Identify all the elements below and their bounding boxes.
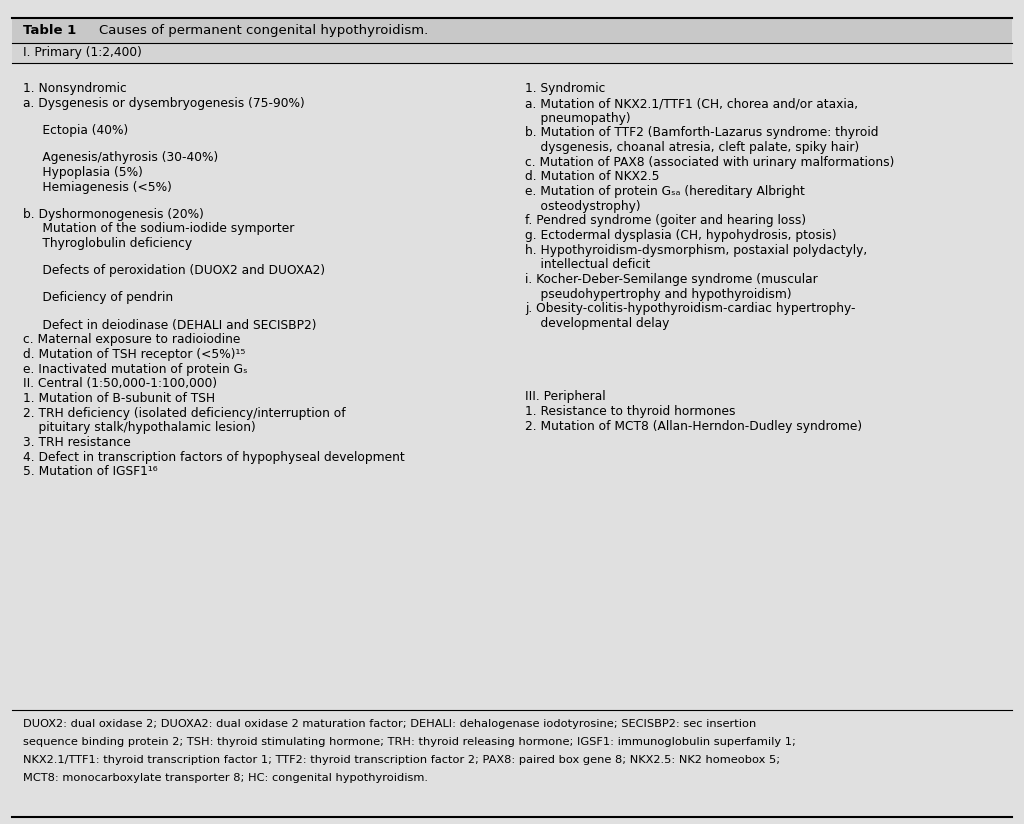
- Text: Thyroglobulin deficiency: Thyroglobulin deficiency: [23, 237, 191, 250]
- Text: 3. TRH resistance: 3. TRH resistance: [23, 436, 130, 449]
- Text: dysgenesis, choanal atresia, cleft palate, spiky hair): dysgenesis, choanal atresia, cleft palat…: [525, 141, 859, 154]
- FancyBboxPatch shape: [12, 43, 1012, 63]
- Text: e. Inactivated mutation of protein Gₛ: e. Inactivated mutation of protein Gₛ: [23, 363, 247, 376]
- Text: h. Hypothyroidism-dysmorphism, postaxial polydactyly,: h. Hypothyroidism-dysmorphism, postaxial…: [525, 244, 867, 257]
- Text: NKX2.1/TTF1: thyroid transcription factor 1; TTF2: thyroid transcription factor : NKX2.1/TTF1: thyroid transcription facto…: [23, 755, 779, 765]
- Text: b. Dyshormonogenesis (20%): b. Dyshormonogenesis (20%): [23, 208, 204, 221]
- Text: Agenesis/athyrosis (30-40%): Agenesis/athyrosis (30-40%): [23, 152, 218, 164]
- Text: 2. TRH deficiency (isolated deficiency/interruption of: 2. TRH deficiency (isolated deficiency/i…: [23, 406, 345, 419]
- Text: f. Pendred syndrome (goiter and hearing loss): f. Pendred syndrome (goiter and hearing …: [525, 214, 807, 227]
- Text: II. Central (1:50,000-1:100,000): II. Central (1:50,000-1:100,000): [23, 377, 217, 391]
- Text: Table 1: Table 1: [23, 24, 76, 37]
- Text: c. Mutation of PAX8 (associated with urinary malformations): c. Mutation of PAX8 (associated with uri…: [525, 156, 895, 169]
- Text: osteodystrophy): osteodystrophy): [525, 199, 641, 213]
- Text: 5. Mutation of IGSF1¹⁶: 5. Mutation of IGSF1¹⁶: [23, 466, 157, 478]
- Text: developmental delay: developmental delay: [525, 317, 670, 330]
- Text: Defect in deiodinase (DEHALI and SECISBP2): Defect in deiodinase (DEHALI and SECISBP…: [23, 319, 316, 331]
- Text: Defects of peroxidation (DUOX2 and DUOXA2): Defects of peroxidation (DUOX2 and DUOXA…: [23, 265, 325, 277]
- Text: g. Ectodermal dysplasia (CH, hypohydrosis, ptosis): g. Ectodermal dysplasia (CH, hypohydrosi…: [525, 229, 837, 242]
- Text: Ectopia (40%): Ectopia (40%): [23, 124, 128, 138]
- Text: DUOX2: dual oxidase 2; DUOXA2: dual oxidase 2 maturation factor; DEHALI: dehalog: DUOX2: dual oxidase 2; DUOXA2: dual oxid…: [23, 719, 756, 728]
- Text: 1. Resistance to thyroid hormones: 1. Resistance to thyroid hormones: [525, 405, 736, 418]
- Text: pseudohypertrophy and hypothyroidism): pseudohypertrophy and hypothyroidism): [525, 288, 792, 301]
- Text: i. Kocher-Deber-Semilange syndrome (muscular: i. Kocher-Deber-Semilange syndrome (musc…: [525, 273, 818, 286]
- Text: III. Peripheral: III. Peripheral: [525, 391, 606, 404]
- Text: e. Mutation of protein Gₛₐ (hereditary Albright: e. Mutation of protein Gₛₐ (hereditary A…: [525, 185, 805, 198]
- Text: 4. Defect in transcription factors of hypophyseal development: 4. Defect in transcription factors of hy…: [23, 451, 404, 464]
- Text: d. Mutation of TSH receptor (<5%)¹⁵: d. Mutation of TSH receptor (<5%)¹⁵: [23, 348, 245, 361]
- Text: Mutation of the sodium-iodide symporter: Mutation of the sodium-iodide symporter: [23, 222, 294, 236]
- Text: 2. Mutation of MCT8 (Allan-Herndon-Dudley syndrome): 2. Mutation of MCT8 (Allan-Herndon-Dudle…: [525, 419, 862, 433]
- Text: sequence binding protein 2; TSH: thyroid stimulating hormone; TRH: thyroid relea: sequence binding protein 2; TSH: thyroid…: [23, 737, 796, 747]
- Text: MCT8: monocarboxylate transporter 8; HC: congenital hypothyroidism.: MCT8: monocarboxylate transporter 8; HC:…: [23, 773, 428, 783]
- Text: c. Maternal exposure to radioiodine: c. Maternal exposure to radioiodine: [23, 333, 240, 346]
- Text: a. Dysgenesis or dysembryogenesis (75-90%): a. Dysgenesis or dysembryogenesis (75-90…: [23, 97, 304, 110]
- Text: 1. Syndromic: 1. Syndromic: [525, 82, 605, 96]
- Text: 1. Mutation of B-subunit of TSH: 1. Mutation of B-subunit of TSH: [23, 392, 215, 405]
- Text: pneumopathy): pneumopathy): [525, 112, 631, 124]
- Text: a. Mutation of NKX2.1/TTF1 (CH, chorea and/or ataxia,: a. Mutation of NKX2.1/TTF1 (CH, chorea a…: [525, 97, 858, 110]
- FancyBboxPatch shape: [12, 18, 1012, 43]
- Text: Hypoplasia (5%): Hypoplasia (5%): [23, 166, 142, 179]
- Text: pituitary stalk/hypothalamic lesion): pituitary stalk/hypothalamic lesion): [23, 421, 255, 434]
- Text: Deficiency of pendrin: Deficiency of pendrin: [23, 292, 173, 304]
- Text: 1. Nonsyndromic: 1. Nonsyndromic: [23, 82, 126, 96]
- Text: I. Primary (1:2,400): I. Primary (1:2,400): [23, 46, 141, 59]
- Text: j. Obesity-colitis-hypothyroidism-cardiac hypertrophy-: j. Obesity-colitis-hypothyroidism-cardia…: [525, 302, 856, 316]
- Text: b. Mutation of TTF2 (Bamforth-Lazarus syndrome: thyroid: b. Mutation of TTF2 (Bamforth-Lazarus sy…: [525, 126, 879, 139]
- Text: Causes of permanent congenital hypothyroidism.: Causes of permanent congenital hypothyro…: [99, 24, 429, 37]
- Text: intellectual deficit: intellectual deficit: [525, 259, 650, 271]
- Text: d. Mutation of NKX2.5: d. Mutation of NKX2.5: [525, 171, 659, 184]
- Text: Hemiagenesis (<5%): Hemiagenesis (<5%): [23, 180, 171, 194]
